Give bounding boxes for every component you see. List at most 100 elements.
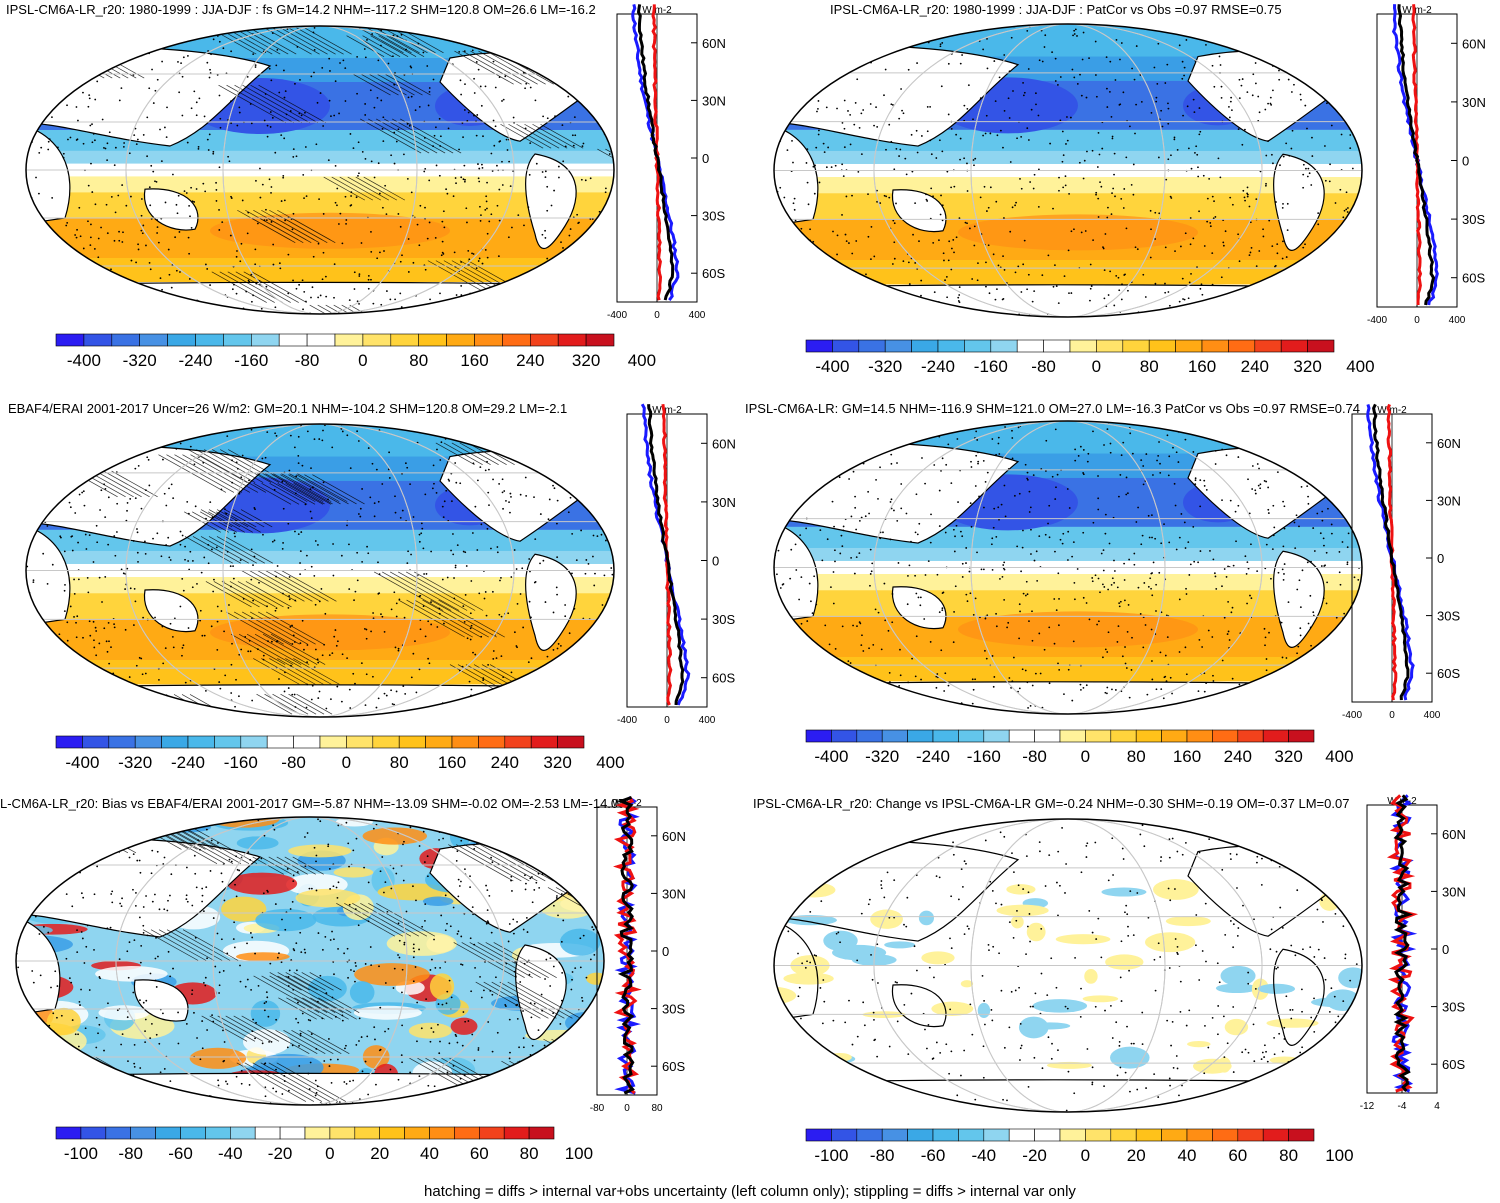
lat-tick-label: 60N [1462,36,1486,51]
colorbar-swatch [1262,1128,1289,1142]
colorbar-swatch [80,1126,107,1140]
colorbar-swatch [130,1126,156,1140]
black-curve [636,4,675,301]
colorbar-swatch [907,1128,934,1142]
colorbar-swatch [418,333,447,347]
colorbar-swatch [319,735,347,749]
colorbar-swatch [82,735,110,749]
colorbar-tick-label: -40 [972,1146,997,1165]
colorbar-tick-label: -400 [65,753,99,772]
x-tick-label: -80 [590,1103,605,1114]
lat-tick-label: 30S [712,612,735,627]
black-curve [1393,794,1414,1093]
x-tick-label: 400 [1424,710,1441,721]
black-curve [616,795,635,1095]
colorbar-swatch [230,1126,256,1140]
colorbar-tick-label: -80 [1031,357,1056,376]
colorbar-swatch [1161,729,1188,743]
colorbar: -100 -80 -60 -40 -20 0 20 40 60 80 100 [55,1126,593,1163]
colorbar-swatch [805,339,833,353]
colorbar-tick-label: 0 [1081,1146,1090,1165]
colorbar-swatch [111,333,140,347]
colorbar-tick-label: -160 [974,357,1008,376]
colorbar-tick-label: -20 [1022,1146,1047,1165]
colorbar-swatch [983,1128,1010,1142]
colorbar-swatch [279,1126,306,1140]
colorbar-tick-label: 0 [1081,747,1090,766]
colorbar-swatch [346,735,374,749]
colorbar-tick-label: -160 [234,351,268,370]
lat-tick-label: 30S [1462,212,1485,227]
colorbar-swatch [1288,1128,1315,1142]
lat-tick-label: 60N [1437,436,1461,451]
x-tick-label: 400 [699,715,716,726]
lat-tick-label: 0 [702,151,709,166]
x-tick-label: -400 [617,715,637,726]
colorbar-tick-label: 400 [628,351,656,370]
colorbar-tick-label: 80 [390,753,409,772]
colorbar-tick-label: 400 [1325,747,1353,766]
colorbar-tick-label: 160 [1188,357,1216,376]
panel-5: L-CM6A-LR_r20: Bias vs EBAF4/ERAI 2001-2… [0,795,750,1175]
colorbar-swatch [530,735,558,749]
colorbar-swatch [205,1126,231,1140]
red-curve [651,4,663,301]
colorbar-swatch [1288,729,1315,743]
colorbar-swatch [958,729,985,743]
colorbar-swatch [334,333,364,347]
colorbar-swatch [1237,729,1264,743]
colorbar-swatch [1034,729,1061,743]
colorbar-tick-label: 0 [325,1144,334,1163]
colorbar-swatch [1237,1128,1264,1142]
x-tick-label: 4 [1434,1101,1440,1112]
panel-title: IPSL-CM6A-LR_r20: Change vs IPSL-CM6A-LR… [753,796,1350,811]
colorbar-swatch [139,333,168,347]
colorbar: -400 -320 -240 -160 -80 0 80 160 240 320 400 [55,333,656,370]
colorbar-swatch [1254,339,1282,353]
colorbar-swatch [1085,1128,1112,1142]
colorbar-swatch [528,1126,555,1140]
colorbar-tick-label: -80 [118,1144,143,1163]
x-tick-label: -400 [1342,710,1362,721]
colorbar-tick-label: -80 [295,351,320,370]
colorbar-swatch [585,333,615,347]
colorbar-swatch [1212,1128,1239,1142]
colorbar-swatch [108,735,136,749]
colorbar-swatch [362,333,392,347]
panel-title: EBAF4/ERAI 2001-2017 Uncer=26 W/m2: GM=2… [8,401,568,416]
colorbar-swatch [958,1128,985,1142]
colorbar-swatch [398,735,426,749]
colorbar-swatch [856,729,883,743]
colorbar-swatch [881,729,908,743]
colorbar-swatch [937,339,965,353]
colorbar-tick-label: 240 [1241,357,1269,376]
colorbar-swatch [1059,1128,1086,1142]
colorbar-tick-label: -160 [224,753,258,772]
colorbar: -400 -320 -240 -160 -80 0 80 160 240 320 400 [55,735,625,772]
colorbar-swatch [254,1126,281,1140]
x-tick-label: 0 [1389,710,1395,721]
colorbar-swatch [404,1126,430,1140]
colorbar-swatch [180,1126,206,1140]
colorbar-swatch [502,333,531,347]
colorbar-tick-label: 0 [358,351,367,370]
colorbar-tick-label: 320 [1274,747,1302,766]
colorbar-tick-label: 320 [572,351,600,370]
colorbar-swatch [134,735,162,749]
colorbar-swatch [55,735,83,749]
zonal-mean-plot: W m-2 60N 30N 0 30S 60S -400 0 400 [607,4,726,321]
panel-title: L-CM6A-LR_r20: Bias vs EBAF4/ERAI 2001-2… [0,796,626,811]
colorbar-swatch [932,1128,959,1142]
colorbar-swatch [293,735,321,749]
colorbar-swatch [240,735,268,749]
colorbar-swatch [858,339,886,353]
colorbar-tick-label: 60 [1228,1146,1247,1165]
colorbar-swatch [832,339,860,353]
colorbar-swatch [990,339,1018,353]
colorbar-tick-label: 80 [1279,1146,1298,1165]
colorbar-swatch [1043,339,1071,353]
colorbar-tick-label: -80 [870,1146,895,1165]
colorbar-swatch [529,333,559,347]
